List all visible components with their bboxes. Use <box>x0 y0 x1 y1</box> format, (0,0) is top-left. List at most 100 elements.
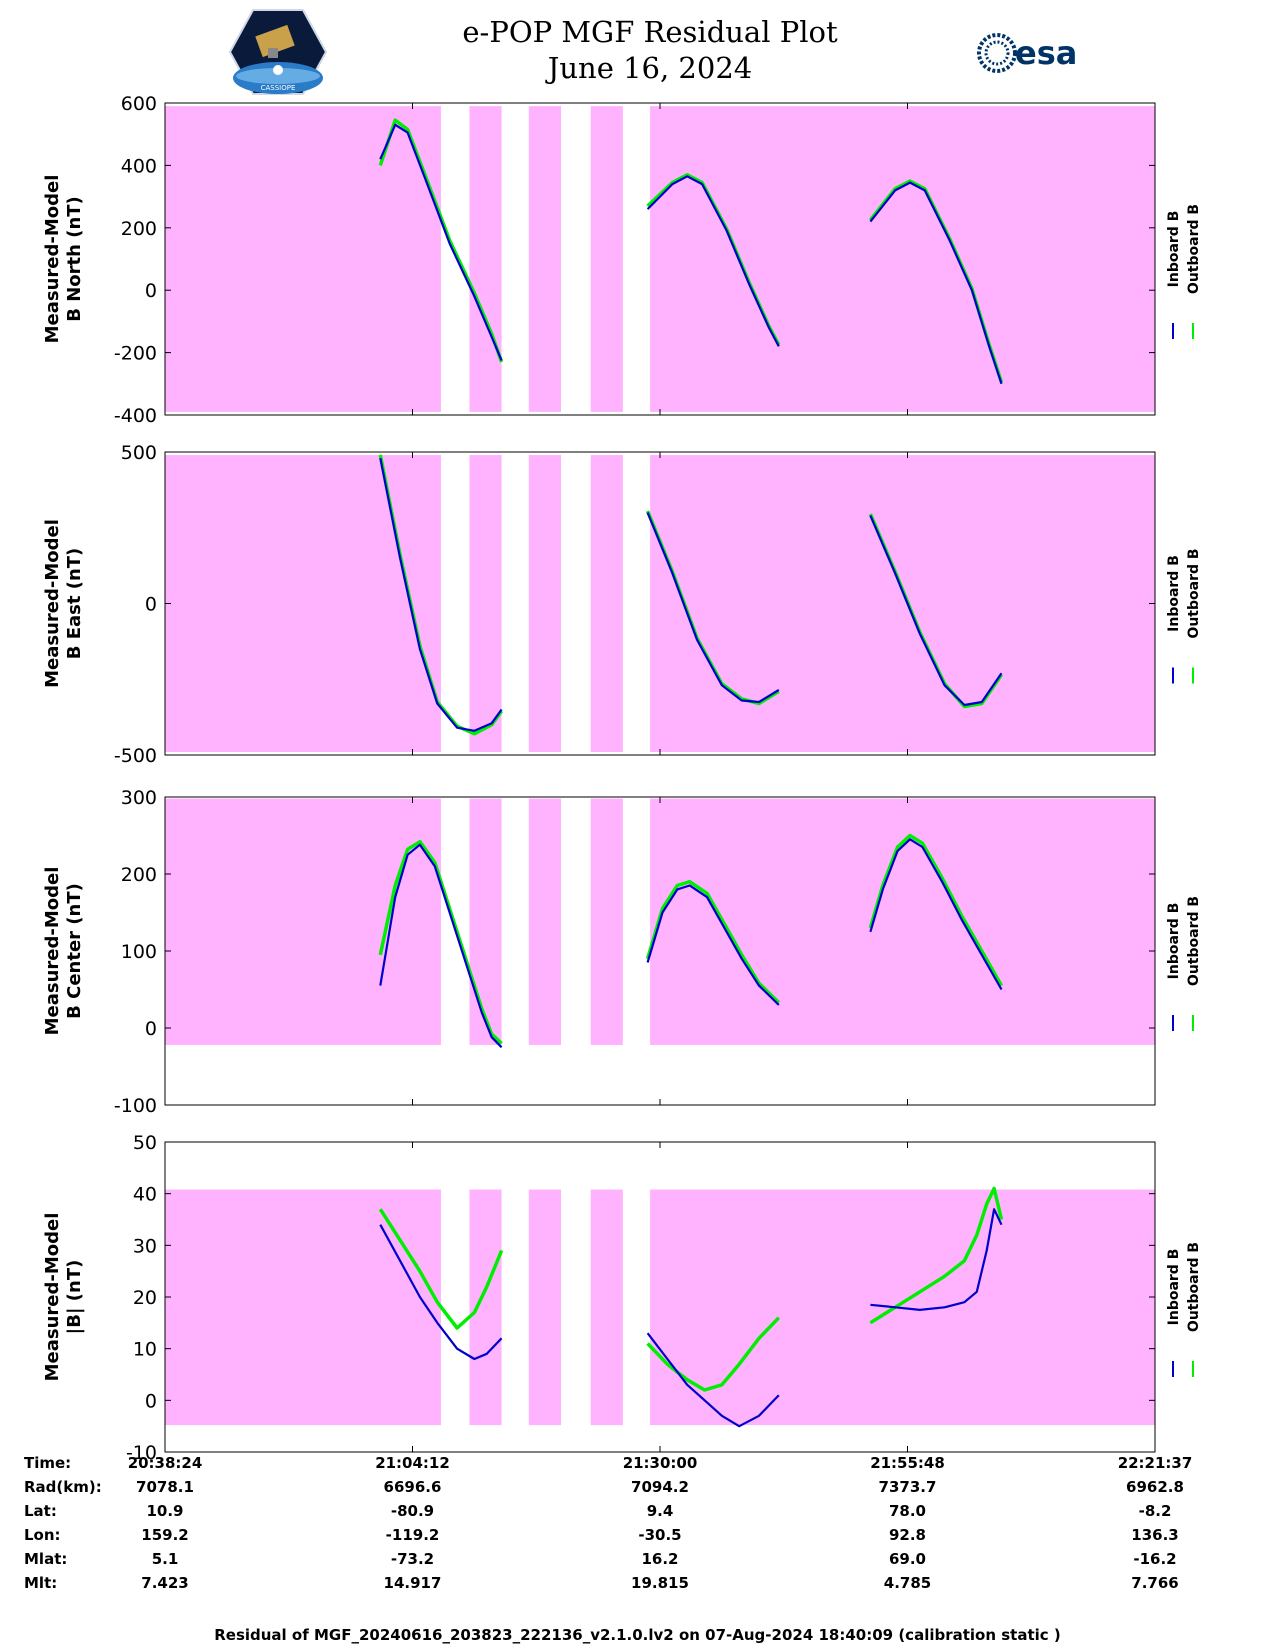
panel-1: -400 -200 0 200 400 600 Measured-ModelB North … <box>42 93 1202 427</box>
info-cell: -73.2 <box>390 1550 435 1568</box>
y-tick-label: 500 <box>121 442 157 464</box>
y-axis-label-line: Measured-Model <box>42 175 63 344</box>
y-axis-label-line: B East (nT) <box>64 548 85 660</box>
y-axis-label-line: B Center (nT) <box>64 883 85 1019</box>
info-cell: 7078.1 <box>136 1478 194 1496</box>
inboard-series-segment <box>379 123 503 361</box>
legend-label-outboard: Outboard B <box>1186 896 1202 986</box>
y-tick-label: 30 <box>133 1235 157 1257</box>
info-cell: 4.785 <box>883 1574 932 1592</box>
outboard-series-segment <box>646 1316 781 1392</box>
shade-region <box>650 455 1155 752</box>
y-tick-label: 200 <box>121 864 157 886</box>
info-cell: 7373.7 <box>878 1478 937 1496</box>
y-tick-label: 400 <box>121 155 157 177</box>
info-row: Rad(km): 7078.1 6696.6 7094.2 7373.7 6962.8 <box>0 1478 1275 1502</box>
y-tick-label: 0 <box>145 280 157 302</box>
panel-3: -100 0 100 200 300 Measured-ModelB Center (nT… <box>42 787 1202 1117</box>
outboard-series-segment <box>378 839 503 1045</box>
y-tick-label: 40 <box>133 1184 157 1206</box>
inboard-series-segment <box>870 1208 1003 1312</box>
info-cell: -16.2 <box>1133 1550 1177 1568</box>
y-axis-label-line: Measured-Model <box>42 1213 63 1382</box>
inboard-series-segment <box>646 512 780 704</box>
legend-label-outboard: Outboard B <box>1186 204 1202 294</box>
y-axis-label: Measured-Model|B| (nT) <box>42 1213 85 1382</box>
y-axis-label-line: Measured-Model <box>42 867 63 1036</box>
info-cell: 78.0 <box>888 1502 926 1520</box>
info-row-label: Lat: <box>24 1502 57 1520</box>
title-line-2: June 16, 2024 <box>547 51 753 85</box>
info-cell: 136.3 <box>1131 1526 1179 1544</box>
y-tick-label: 300 <box>121 787 157 809</box>
cassiope-logo: CASSIOPE <box>228 9 328 95</box>
shade-region <box>469 798 502 1045</box>
orbit-info-table: Time: 20:38:24 21:04:12 21:30:00 21:55:48 22:… <box>0 1454 1275 1604</box>
shade-region <box>469 455 502 752</box>
esa-logo-text: esa <box>1015 34 1077 72</box>
info-row-label: Time: <box>24 1454 72 1472</box>
inboard-series-segment <box>869 838 1003 991</box>
info-row: Mlt: 7.423 14.917 19.815 4.785 7.766 <box>0 1574 1275 1598</box>
info-cell: -80.9 <box>390 1502 435 1520</box>
shade-region <box>165 455 441 752</box>
info-row: Time: 20:38:24 21:04:12 21:30:00 21:55:48 22:… <box>0 1454 1275 1478</box>
info-cell: 20:38:24 <box>127 1454 203 1472</box>
inboard-series-segment <box>869 515 1003 707</box>
info-cell: 9.4 <box>646 1502 674 1520</box>
info-cell: -8.2 <box>1138 1502 1172 1520</box>
info-cell: 6962.8 <box>1126 1478 1184 1496</box>
esa-logo: esa <box>977 33 1077 73</box>
inboard-series-segment <box>646 175 780 347</box>
legend-label-inboard: Inboard B <box>1166 555 1182 632</box>
outboard-series-segment <box>378 1208 504 1330</box>
y-tick-label: 0 <box>145 594 157 616</box>
info-cell: -30.5 <box>638 1526 682 1544</box>
info-cell: 5.1 <box>151 1550 179 1568</box>
panel-4: -10 0 10 20 30 40 50 Measured-Model|B| (nT) Inbo… <box>42 1132 1202 1464</box>
shade-region <box>590 106 623 412</box>
shade-region <box>165 106 441 412</box>
y-tick-label: -400 <box>114 405 157 427</box>
info-row: Lat: 10.9 -80.9 9.4 78.0 -8.2 <box>0 1502 1275 1526</box>
shade-region <box>528 798 561 1045</box>
info-cell: 21:55:48 <box>870 1454 945 1472</box>
y-tick-label: 200 <box>121 218 157 240</box>
inboard-series-segment <box>646 884 780 1006</box>
inboard-series-segment <box>379 457 503 732</box>
legend-label-inboard: Inboard B <box>1166 211 1182 288</box>
y-tick-label: 10 <box>133 1339 157 1361</box>
legend-label-inboard: Inboard B <box>1166 903 1182 980</box>
legend-label-outboard: Outboard B <box>1186 548 1202 638</box>
y-tick-label: 100 <box>121 941 157 963</box>
shade-region <box>590 455 623 752</box>
outboard-series-segment <box>869 1186 1004 1325</box>
info-cell: 22:21:37 <box>1117 1454 1193 1472</box>
shade-region <box>165 1189 441 1426</box>
y-tick-label: 20 <box>133 1287 157 1309</box>
info-cell: 7.423 <box>141 1574 189 1592</box>
chart-title: e-POP MGF Residual Plot June 16, 2024 <box>390 14 910 86</box>
y-tick-label: -10 <box>126 1442 157 1464</box>
info-row-label: Lon: <box>24 1526 61 1544</box>
y-axis-label-line: Measured-Model <box>42 519 63 688</box>
inboard-series-segment <box>869 181 1003 385</box>
y-tick-label: 50 <box>133 1132 157 1154</box>
info-cell: 92.8 <box>888 1526 926 1544</box>
info-cell: 14.917 <box>383 1574 442 1592</box>
info-row: Mlat: 5.1 -73.2 16.2 69.0 -16.2 <box>0 1550 1275 1574</box>
y-tick-label: -500 <box>114 745 157 767</box>
y-tick-label: -100 <box>114 1095 157 1117</box>
y-axis-label: Measured-ModelB East (nT) <box>42 519 85 688</box>
title-line-1: e-POP MGF Residual Plot <box>462 15 838 49</box>
info-cell: 21:04:12 <box>375 1454 450 1472</box>
info-cell: 19.815 <box>631 1574 689 1592</box>
info-cell: 69.0 <box>888 1550 926 1568</box>
y-tick-label: 0 <box>145 1390 157 1412</box>
shade-region <box>590 798 623 1045</box>
y-tick-label: 600 <box>121 93 157 115</box>
y-axis-label: Measured-ModelB Center (nT) <box>42 867 85 1036</box>
y-tick-label: 0 <box>145 1018 157 1040</box>
inboard-series-segment <box>379 843 503 1049</box>
